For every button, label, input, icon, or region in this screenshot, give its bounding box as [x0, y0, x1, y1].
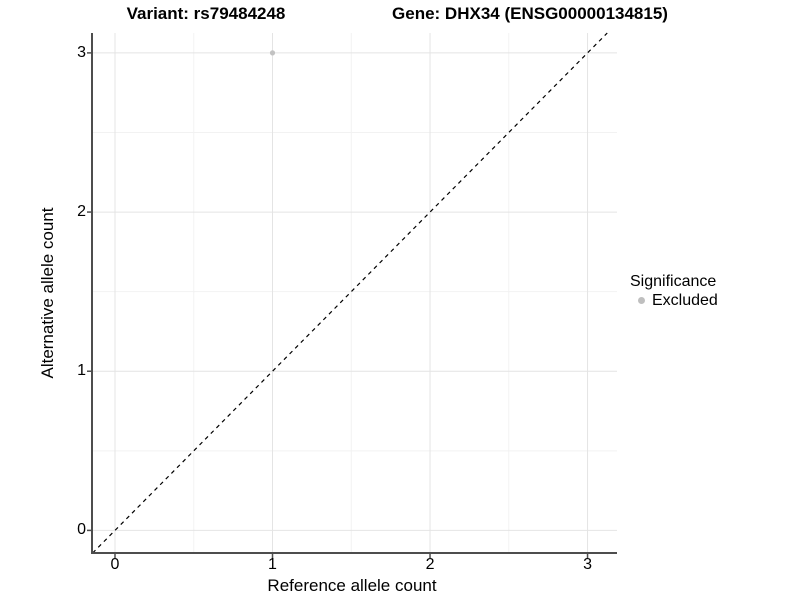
- legend-entry-excluded: Excluded: [630, 291, 718, 310]
- identity-reference-line: [92, 32, 608, 554]
- x-tick-label: 3: [583, 556, 592, 573]
- y-tick-label: 0: [77, 521, 86, 539]
- plot-title-variant: Variant: rs79484248: [126, 4, 286, 23]
- y-tick-label: 2: [77, 203, 86, 221]
- y-axis-label: Alternative allele count: [38, 207, 57, 379]
- legend: Significance Excluded: [630, 272, 718, 310]
- y-tick-label: 3: [77, 43, 86, 61]
- x-tick-label: 1: [268, 556, 277, 573]
- axis-lines: [91, 33, 617, 554]
- legend-entry-label: Excluded: [652, 292, 718, 309]
- x-tick-label: 0: [110, 556, 120, 573]
- data-point: [269, 50, 276, 56]
- x-axis-label: Reference allele count: [267, 576, 437, 595]
- x-tick-label: 2: [425, 556, 435, 573]
- legend-title: Significance: [630, 273, 717, 290]
- legend-point-swatch-icon: [638, 297, 645, 304]
- plot-title-gene: Gene: DHX34 (ENSG00000134815): [392, 4, 668, 23]
- y-tick-label: 1: [77, 362, 86, 380]
